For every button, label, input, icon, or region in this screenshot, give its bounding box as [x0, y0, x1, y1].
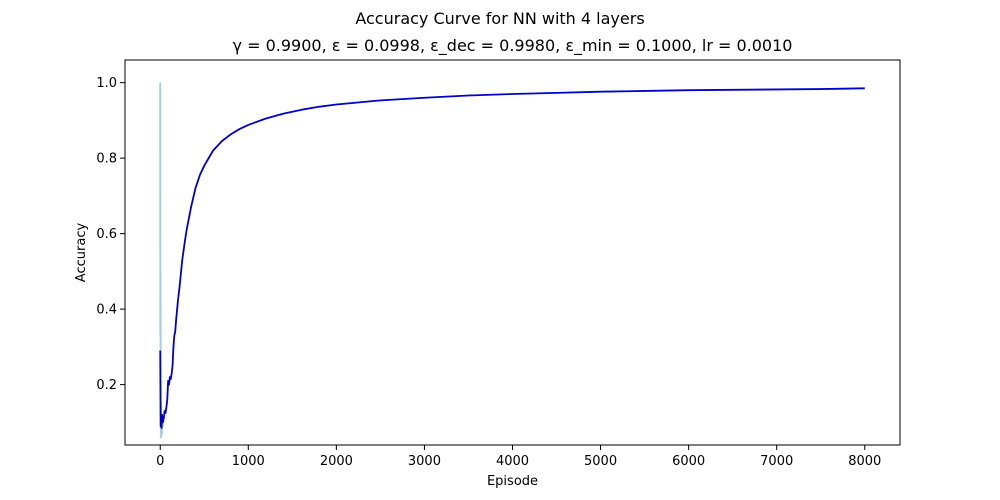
y-tick-label: 0.6 [96, 227, 117, 242]
x-tick-label: 7000 [760, 454, 793, 469]
chart-subtitle: γ = 0.9900, ε = 0.0998, ε_dec = 0.9980, … [233, 36, 793, 56]
x-tick-label: 2000 [320, 454, 353, 469]
smoothed-accuracy-line [159, 87, 865, 429]
x-tick-label: 6000 [672, 454, 705, 469]
y-tick-label: 0.4 [96, 303, 117, 318]
y-axis-label: Accuracy [74, 223, 89, 283]
chart-title: Accuracy Curve for NN with 4 layers [355, 9, 644, 28]
x-tick-label: 1000 [232, 454, 265, 469]
y-tick-label: 1.0 [96, 76, 117, 91]
x-axis-label: Episode [487, 474, 538, 489]
plot-frame [124, 59, 901, 446]
x-tick-label: 3000 [408, 454, 441, 469]
y-tick-label: 0.2 [96, 378, 117, 393]
x-tick-label: 4000 [496, 454, 529, 469]
series-layer [159, 82, 865, 439]
x-axis: 0 1000 2000 3000 4000 5000 6000 7000 8000 [156, 445, 881, 469]
x-tick-label: 8000 [848, 454, 881, 469]
y-axis: 0.2 0.4 0.6 0.8 1.0 [96, 76, 125, 393]
y-tick-label: 0.8 [96, 152, 117, 167]
x-tick-label: 0 [156, 454, 164, 469]
x-tick-label: 5000 [584, 454, 617, 469]
